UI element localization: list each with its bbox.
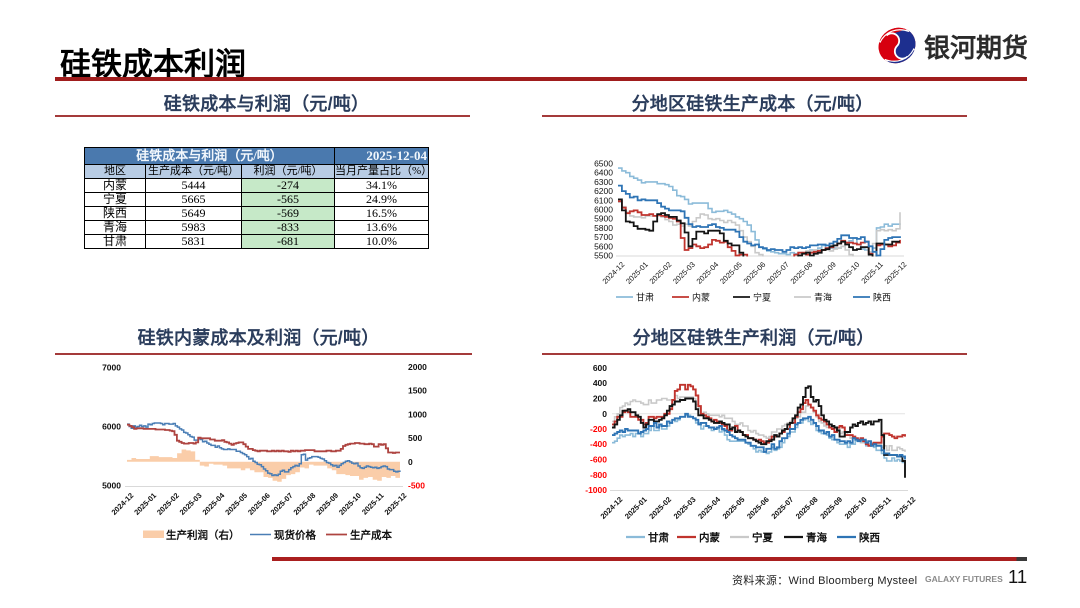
svg-text:甘肃: 甘肃 xyxy=(636,292,654,303)
svg-text:6200: 6200 xyxy=(594,186,613,196)
svg-text:2025-09: 2025-09 xyxy=(812,260,838,286)
svg-text:2025-08: 2025-08 xyxy=(794,495,820,521)
svg-text:2025-11: 2025-11 xyxy=(867,495,893,521)
svg-text:2025-06: 2025-06 xyxy=(246,491,272,517)
svg-text:5500: 5500 xyxy=(594,251,613,261)
svg-text:1000: 1000 xyxy=(408,409,427,419)
svg-text:2025-09: 2025-09 xyxy=(314,491,340,517)
svg-text:2025-03: 2025-03 xyxy=(671,260,697,286)
svg-text:5000: 5000 xyxy=(102,481,121,491)
svg-text:0: 0 xyxy=(408,457,413,467)
svg-text:2025-07: 2025-07 xyxy=(269,491,295,517)
svg-text:2025-06: 2025-06 xyxy=(742,260,768,286)
svg-text:宁夏: 宁夏 xyxy=(752,531,773,544)
svg-text:2025-08: 2025-08 xyxy=(789,260,815,286)
svg-text:2025-05: 2025-05 xyxy=(721,495,747,521)
svg-text:宁夏: 宁夏 xyxy=(753,292,771,303)
svg-text:陕西: 陕西 xyxy=(873,292,891,303)
svg-text:5800: 5800 xyxy=(594,223,613,233)
svg-text:500: 500 xyxy=(408,433,422,443)
svg-text:2025-02: 2025-02 xyxy=(647,495,673,521)
svg-text:0: 0 xyxy=(602,409,607,419)
svg-text:6100: 6100 xyxy=(594,195,613,205)
svg-text:2025-06: 2025-06 xyxy=(745,495,771,521)
svg-text:-800: -800 xyxy=(590,470,607,480)
svg-text:600: 600 xyxy=(593,363,607,373)
svg-text:-600: -600 xyxy=(590,455,607,465)
svg-text:2025-08: 2025-08 xyxy=(292,491,318,517)
svg-text:生产利润（右）: 生产利润（右） xyxy=(166,529,240,542)
svg-text:陕西: 陕西 xyxy=(859,531,880,544)
svg-text:2025-03: 2025-03 xyxy=(672,495,698,521)
svg-text:2024-12: 2024-12 xyxy=(601,260,627,286)
svg-text:内蒙: 内蒙 xyxy=(699,531,720,544)
svg-text:2025-04: 2025-04 xyxy=(201,490,227,516)
svg-text:青海: 青海 xyxy=(814,292,832,303)
svg-text:6300: 6300 xyxy=(594,177,613,187)
svg-text:现货价格: 现货价格 xyxy=(274,529,316,542)
svg-text:-500: -500 xyxy=(408,481,425,491)
svg-text:甘肃: 甘肃 xyxy=(648,531,669,544)
svg-text:6400: 6400 xyxy=(594,168,613,178)
svg-text:1500: 1500 xyxy=(408,386,427,396)
svg-text:200: 200 xyxy=(593,394,607,404)
svg-text:2025-10: 2025-10 xyxy=(337,491,363,517)
svg-text:2025-09: 2025-09 xyxy=(818,495,844,521)
svg-text:2025-04: 2025-04 xyxy=(695,260,721,286)
svg-text:6000: 6000 xyxy=(102,422,121,432)
svg-text:6000: 6000 xyxy=(594,205,613,215)
svg-text:2025-01: 2025-01 xyxy=(132,491,158,517)
svg-text:2025-03: 2025-03 xyxy=(178,491,204,517)
svg-text:5900: 5900 xyxy=(594,214,613,224)
svg-text:2025-05: 2025-05 xyxy=(223,491,249,517)
svg-text:2025-11: 2025-11 xyxy=(360,491,386,517)
svg-text:-1000: -1000 xyxy=(585,485,607,495)
svg-text:2025-12: 2025-12 xyxy=(892,495,918,521)
svg-text:7000: 7000 xyxy=(102,363,121,373)
svg-text:2025-02: 2025-02 xyxy=(648,260,674,286)
svg-text:2025-12: 2025-12 xyxy=(883,260,909,286)
svg-text:2025-05: 2025-05 xyxy=(718,260,744,286)
svg-text:2024-12: 2024-12 xyxy=(110,491,136,517)
svg-text:5600: 5600 xyxy=(594,241,613,251)
svg-text:2025-07: 2025-07 xyxy=(769,495,795,521)
svg-text:2025-01: 2025-01 xyxy=(624,260,650,286)
svg-text:2000: 2000 xyxy=(408,362,427,372)
svg-text:6500: 6500 xyxy=(594,159,613,169)
svg-text:5700: 5700 xyxy=(594,232,613,242)
svg-text:2025-10: 2025-10 xyxy=(843,495,869,521)
svg-text:-400: -400 xyxy=(590,439,607,449)
svg-text:内蒙: 内蒙 xyxy=(692,292,710,303)
svg-text:2025-07: 2025-07 xyxy=(765,260,791,286)
svg-text:2025-11: 2025-11 xyxy=(859,260,884,285)
svg-text:-200: -200 xyxy=(590,424,607,434)
svg-text:400: 400 xyxy=(593,378,607,388)
svg-text:2025-04: 2025-04 xyxy=(696,494,722,520)
svg-text:青海: 青海 xyxy=(806,531,827,544)
svg-text:生产成本: 生产成本 xyxy=(350,529,392,542)
svg-text:2024-12: 2024-12 xyxy=(599,495,625,521)
svg-text:2025-10: 2025-10 xyxy=(836,260,862,286)
svg-text:2025-01: 2025-01 xyxy=(623,495,649,521)
svg-text:2025-02: 2025-02 xyxy=(155,491,181,517)
svg-text:2025-12: 2025-12 xyxy=(383,491,409,517)
